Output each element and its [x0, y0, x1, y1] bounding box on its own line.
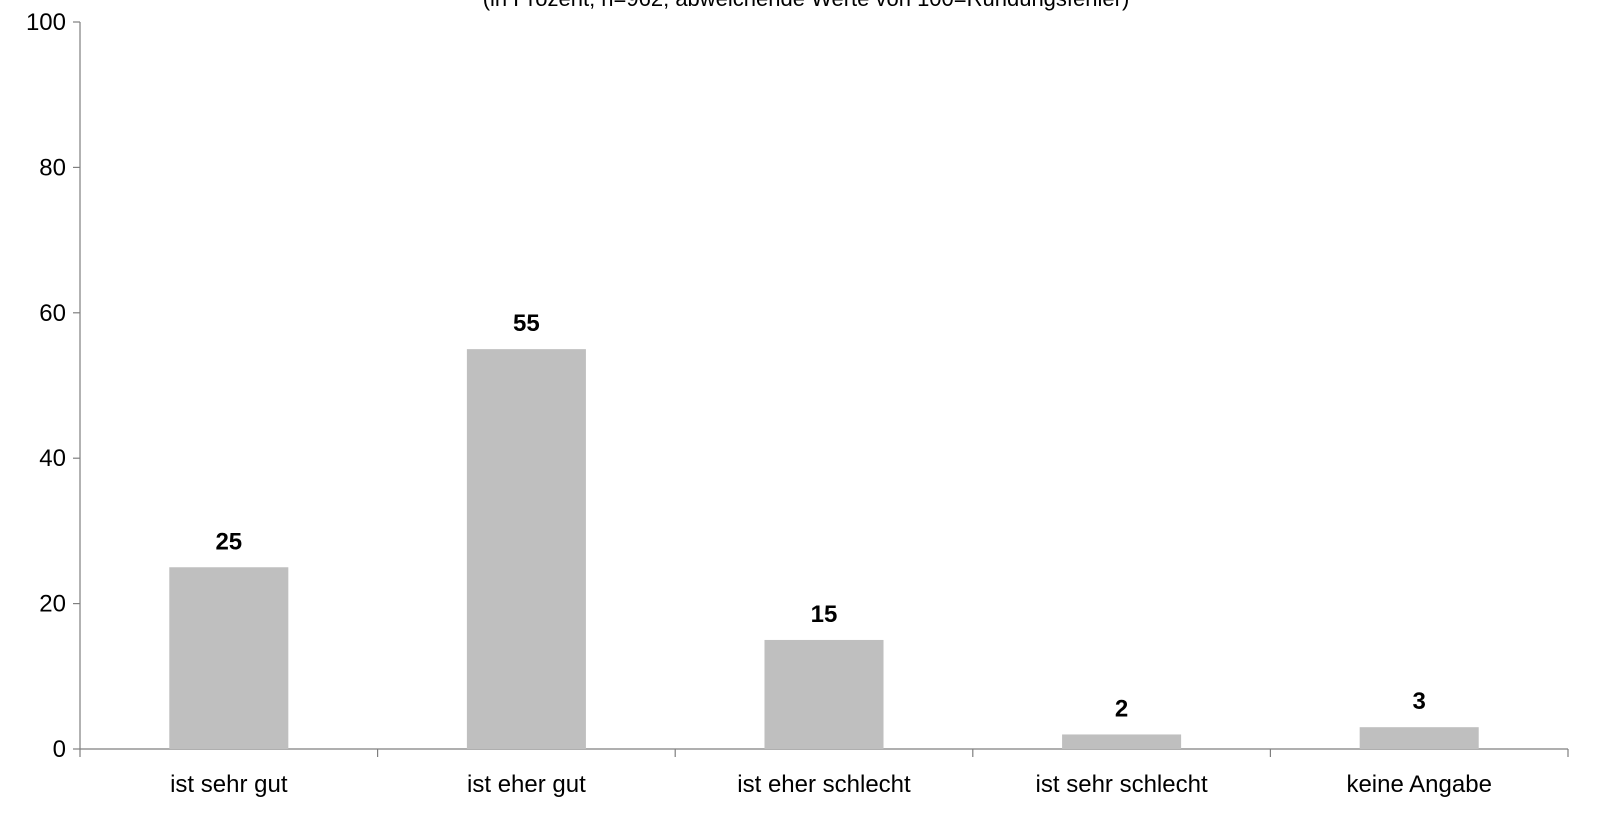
bar: [169, 567, 289, 749]
x-category-label: ist eher schlecht: [737, 771, 911, 798]
bar: [1062, 734, 1182, 749]
data-label: 15: [811, 601, 838, 628]
x-category-label: ist eher gut: [467, 771, 586, 798]
data-labels: 25 55 15 2 3: [215, 310, 1425, 722]
bar: [764, 639, 884, 749]
y-tick-label: 60: [39, 300, 66, 327]
bar: [466, 349, 586, 749]
y-tick-label: 0: [53, 736, 66, 763]
y-tick-label: 40: [39, 445, 66, 472]
bars: [169, 349, 1479, 749]
y-axis: 0 20 40 60 80 100: [26, 9, 81, 763]
chart-subtitle: (in Prozent; n=962; abweichende Werte vo…: [483, 0, 1130, 11]
data-label: 2: [1115, 695, 1128, 722]
y-tick-label: 80: [39, 154, 66, 181]
data-label: 3: [1413, 688, 1426, 715]
x-category-label: ist sehr gut: [170, 771, 288, 798]
data-label: 55: [513, 310, 540, 337]
x-category-label: keine Angabe: [1346, 771, 1491, 798]
x-category-label: ist sehr schlecht: [1036, 771, 1208, 798]
data-label: 25: [215, 528, 242, 555]
x-axis: ist sehr gut ist eher gut ist eher schlech…: [79, 748, 1569, 798]
y-tick-label: 20: [39, 591, 66, 618]
bar: [1359, 727, 1479, 749]
y-tick-label: 100: [26, 9, 66, 36]
